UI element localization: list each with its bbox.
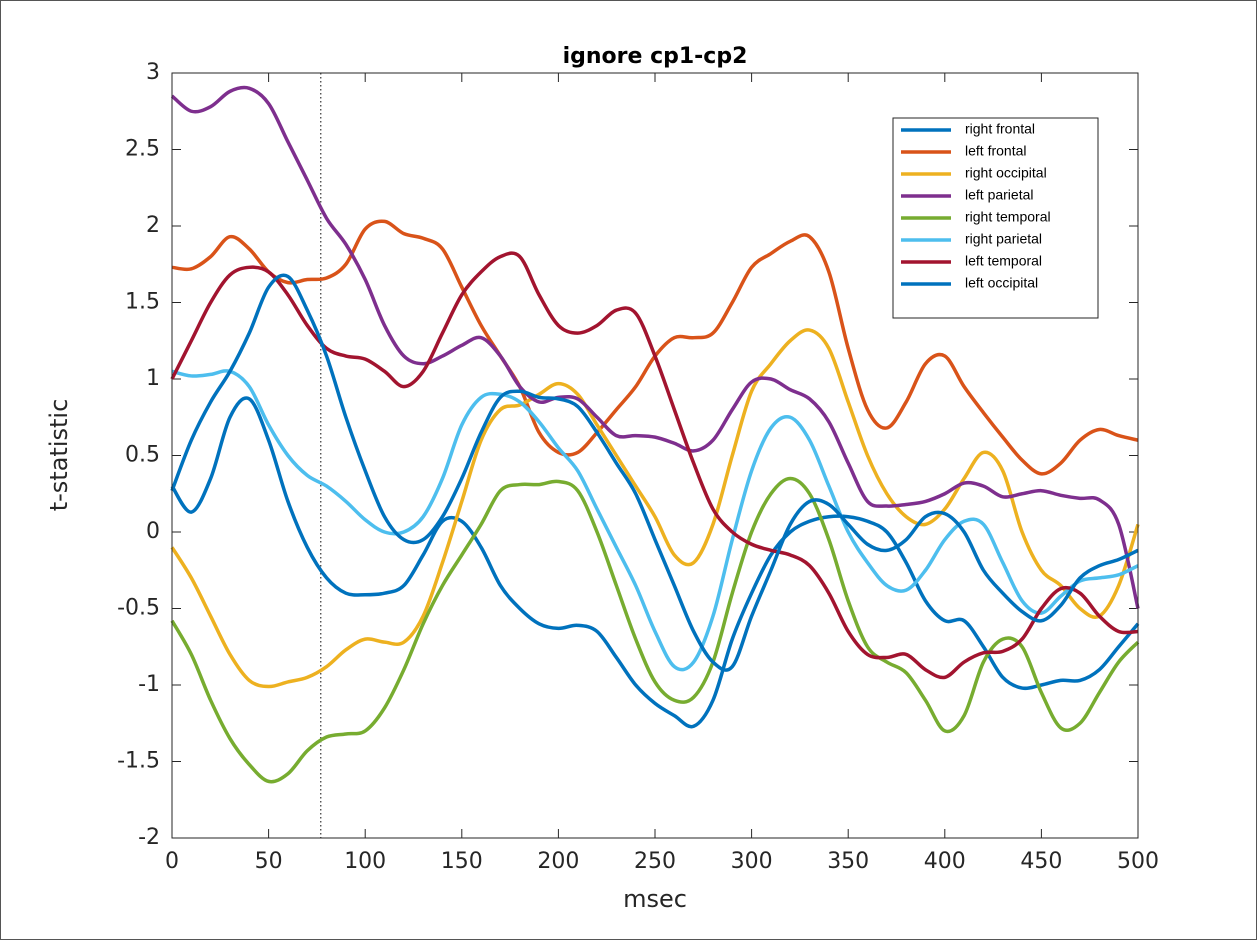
legend-label: left parietal <box>965 187 1033 203</box>
line-series <box>171 369 1139 672</box>
y-axis-label: t-statistic <box>45 399 73 512</box>
line-series <box>170 85 1140 609</box>
x-axis-label: msec <box>623 885 687 913</box>
legend-label: left occipital <box>965 275 1038 291</box>
line-series <box>170 273 1139 672</box>
y-tick-label: 3 <box>146 60 160 85</box>
legend-label: left temporal <box>965 253 1042 269</box>
x-tick-label: 100 <box>344 849 386 874</box>
x-tick-label: 300 <box>731 849 773 874</box>
y-tick-label: -2 <box>138 825 160 850</box>
y-tick-label: 1.5 <box>125 290 160 315</box>
x-tick-label: 450 <box>1020 849 1062 874</box>
axes-box <box>171 72 1139 839</box>
x-tick-label: 50 <box>255 849 283 874</box>
legend-label: right occipital <box>965 165 1047 181</box>
y-tick-label: 0 <box>146 519 160 544</box>
x-tick-label: 400 <box>924 849 966 874</box>
chart-title: ignore cp1-cp2 <box>563 44 748 69</box>
y-tick-label: -1.5 <box>117 749 160 774</box>
line-series <box>170 476 1140 784</box>
y-tick-label: -1 <box>138 672 160 697</box>
line-series <box>170 251 1139 680</box>
y-tick-label: 0.5 <box>125 443 160 468</box>
y-tick-label: 2 <box>146 213 160 238</box>
x-tick-label: 200 <box>537 849 579 874</box>
x-tick-label: 500 <box>1117 849 1159 874</box>
line-series <box>170 396 1140 729</box>
legend-label: right parietal <box>965 231 1042 247</box>
legend-label: right frontal <box>965 121 1035 137</box>
x-tick-label: 0 <box>165 849 179 874</box>
x-tick-label: 350 <box>827 849 869 874</box>
y-tick-label: 1 <box>146 366 160 391</box>
line-series <box>170 328 1140 689</box>
x-tick-label: 250 <box>634 849 676 874</box>
legend-label: right temporal <box>965 209 1051 225</box>
x-tick-label: 150 <box>441 849 483 874</box>
legend-label: left frontal <box>965 143 1026 159</box>
y-tick-label: 2.5 <box>125 137 160 162</box>
y-tick-label: -0.5 <box>117 596 160 621</box>
